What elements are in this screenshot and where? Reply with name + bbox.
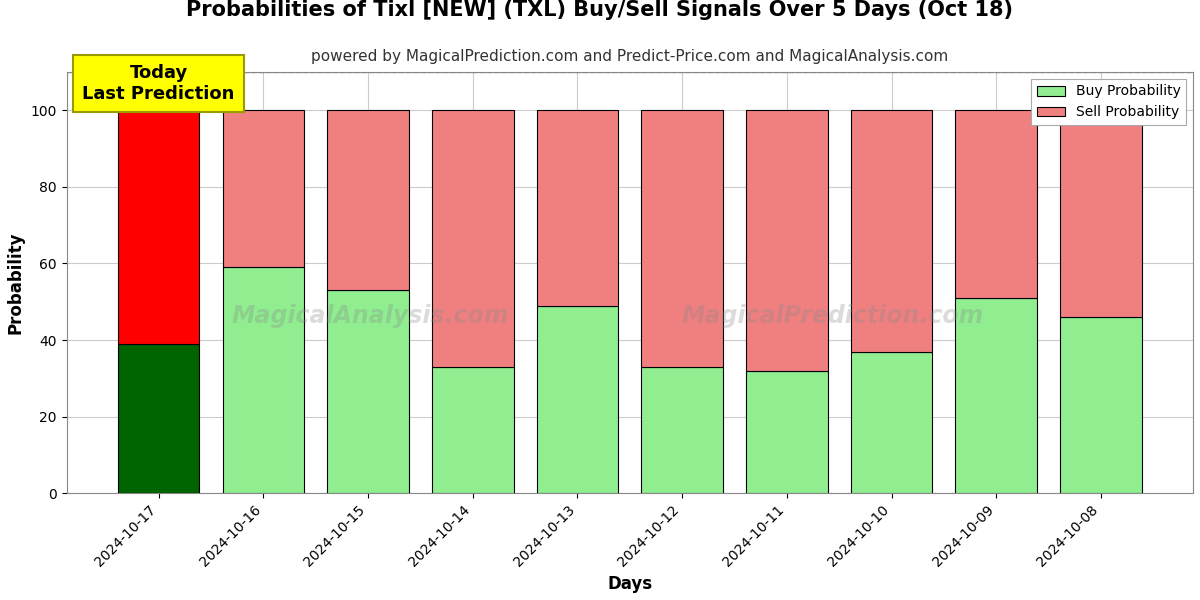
Bar xyxy=(955,298,1037,493)
X-axis label: Days: Days xyxy=(607,575,653,593)
Bar xyxy=(222,267,304,493)
Bar xyxy=(1060,110,1142,317)
Text: Probabilities of Tixl [NEW] (TXL) Buy/Sell Signals Over 5 Days (Oct 18): Probabilities of Tixl [NEW] (TXL) Buy/Se… xyxy=(186,0,1014,20)
Legend: Buy Probability, Sell Probability: Buy Probability, Sell Probability xyxy=(1031,79,1186,125)
Bar xyxy=(222,110,304,267)
Bar xyxy=(328,110,409,290)
Bar xyxy=(536,305,618,493)
Bar xyxy=(641,110,724,367)
Bar xyxy=(955,110,1037,298)
Bar xyxy=(328,290,409,493)
Bar xyxy=(641,367,724,493)
Bar xyxy=(432,110,514,367)
Bar xyxy=(851,110,932,352)
Text: MagicalAnalysis.com: MagicalAnalysis.com xyxy=(232,304,510,328)
Bar xyxy=(746,371,828,493)
Bar xyxy=(118,110,199,344)
Bar xyxy=(536,110,618,305)
Bar xyxy=(432,367,514,493)
Bar xyxy=(118,344,199,493)
Text: Today
Last Prediction: Today Last Prediction xyxy=(83,64,235,103)
Title: powered by MagicalPrediction.com and Predict-Price.com and MagicalAnalysis.com: powered by MagicalPrediction.com and Pre… xyxy=(311,49,948,64)
Bar xyxy=(746,110,828,371)
Bar xyxy=(851,352,932,493)
Bar xyxy=(1060,317,1142,493)
Y-axis label: Probability: Probability xyxy=(7,232,25,334)
Text: MagicalPrediction.com: MagicalPrediction.com xyxy=(682,304,984,328)
